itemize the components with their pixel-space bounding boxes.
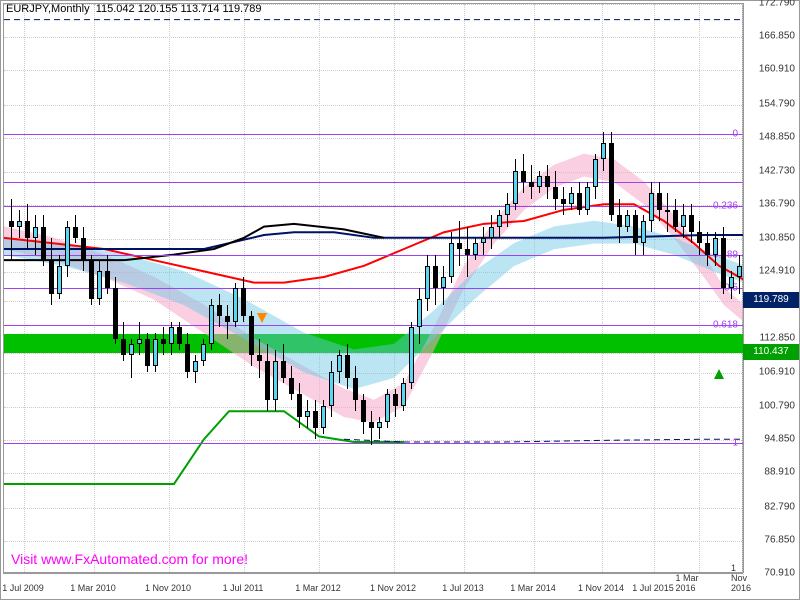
x-tick-label: 1 Jul 2009	[2, 583, 44, 593]
y-tick-label: 154.790	[759, 98, 795, 109]
chart-container: EURJPY,Monthly 115.042 120.155 113.714 1…	[0, 0, 800, 600]
y-tick-label: 76.850	[764, 534, 795, 545]
timeframe: Monthly	[51, 3, 90, 15]
y-tick-label: 88.910	[764, 467, 795, 478]
arrow-down-icon	[257, 313, 267, 323]
x-tick-label: 1 Mar 2014	[510, 583, 556, 593]
y-tick-label: 94.850	[764, 434, 795, 445]
x-tick-label: 1 Nov 2016	[731, 563, 751, 593]
y-tick-label: 136.790	[759, 199, 795, 210]
fib-line	[4, 255, 744, 256]
fib-line	[4, 443, 744, 444]
x-tick-label: 1 Jul 2015	[632, 583, 674, 593]
chart-title: EURJPY,Monthly 115.042 120.155 113.714 1…	[6, 3, 261, 15]
y-tick-label: 124.910	[759, 265, 795, 276]
y-tick-label: 172.790	[759, 0, 795, 9]
fib-label: 1	[732, 437, 738, 448]
x-tick-label: 1 Mar 2012	[295, 583, 341, 593]
y-tick-label: 82.790	[764, 501, 795, 512]
x-tick-label: 1 Nov 2010	[145, 583, 191, 593]
x-tick-label: 1 Mar 2010	[70, 583, 116, 593]
watermark-text: Visit www.FxAutomated.com for more!	[11, 551, 248, 567]
y-tick-label: 148.850	[759, 131, 795, 142]
fib-line	[4, 182, 744, 183]
fib-line	[4, 206, 744, 207]
x-tick-label: 1 Nov 2014	[578, 583, 624, 593]
y-tick-label: 100.790	[759, 400, 795, 411]
y-tick-label: 166.850	[759, 31, 795, 42]
price-tag: 119.789	[743, 292, 799, 308]
y-tick-label: 112.850	[760, 333, 795, 344]
fib-label: 0.236	[713, 201, 738, 212]
price-tag: 110.437	[743, 344, 799, 360]
x-tick-label: 1 Mar 2016	[676, 573, 721, 593]
arrow-up-icon	[714, 369, 724, 379]
x-tick-label: 1 Jul 2011	[223, 583, 264, 593]
y-axis: 172.790 166.850 160.910 154.790 148.850 142.7…	[743, 3, 799, 573]
y-tick-label: 106.910	[759, 366, 795, 377]
ohlc: 115.042 120.155 113.714 119.789	[96, 3, 262, 15]
fib-label: 0.618	[713, 320, 738, 331]
x-tick-label: 1 Jul 2013	[442, 583, 484, 593]
x-axis: 1 Jul 2009 1 Mar 2010 1 Nov 2010 1 Jul 2011…	[3, 573, 743, 599]
fib-line	[4, 134, 744, 135]
y-tick-label: 130.850	[759, 232, 795, 243]
y-tick-label: 142.730	[759, 166, 795, 177]
y-tick-label: 70.910	[764, 568, 795, 579]
fib-label: 0	[732, 129, 738, 140]
x-tick-label: 1 Nov 2012	[370, 583, 416, 593]
chart-area[interactable]: 00.2360.3890.50.6181	[3, 3, 743, 573]
y-tick-label: 160.910	[759, 64, 795, 75]
symbol: EURJPY	[6, 3, 48, 15]
